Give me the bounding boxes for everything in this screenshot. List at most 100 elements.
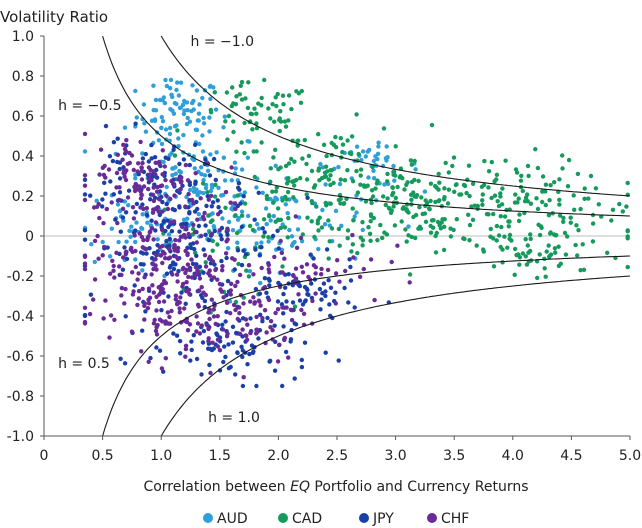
- point-jpy: [113, 217, 118, 222]
- point-chf: [173, 237, 178, 243]
- point-aud: [213, 107, 219, 112]
- point-cad: [355, 190, 361, 195]
- point-chf: [294, 245, 300, 250]
- point-aud: [159, 141, 165, 147]
- point-jpy: [240, 354, 245, 360]
- y-tick-label: -0.2: [7, 269, 34, 285]
- point-cad: [275, 91, 280, 97]
- point-aud: [200, 149, 206, 154]
- point-cad: [516, 218, 522, 224]
- point-cad: [509, 238, 514, 243]
- point-cad: [286, 215, 291, 221]
- point-cad: [175, 128, 180, 133]
- point-cad: [494, 238, 499, 243]
- point-jpy: [239, 262, 245, 268]
- point-aud: [258, 280, 263, 286]
- point-cad: [429, 218, 435, 223]
- point-aud: [242, 190, 247, 195]
- point-jpy: [346, 300, 351, 305]
- point-chf: [368, 257, 374, 262]
- point-cad: [446, 187, 452, 192]
- point-chf: [156, 299, 162, 305]
- point-aud: [199, 165, 204, 170]
- point-jpy: [265, 315, 270, 321]
- point-aud: [295, 227, 301, 232]
- point-aud: [164, 83, 170, 89]
- point-jpy: [211, 156, 217, 162]
- point-aud: [197, 102, 202, 107]
- point-chf: [82, 266, 88, 272]
- point-cad: [557, 213, 563, 218]
- point-cad: [491, 236, 496, 241]
- point-jpy: [152, 155, 158, 160]
- point-cad: [271, 200, 276, 205]
- point-jpy: [299, 364, 305, 370]
- point-cad: [268, 116, 273, 121]
- point-cad: [503, 158, 508, 163]
- point-aud: [382, 182, 387, 187]
- point-cad: [518, 178, 524, 183]
- y-tick-label: 0.4: [12, 149, 34, 165]
- point-chf: [98, 147, 104, 152]
- point-cad: [563, 252, 569, 257]
- point-chf: [135, 277, 140, 282]
- point-jpy: [276, 246, 281, 251]
- point-aud: [156, 138, 162, 143]
- point-jpy: [207, 362, 212, 368]
- point-cad: [617, 201, 622, 207]
- point-chf: [168, 220, 173, 225]
- point-chf: [254, 327, 260, 332]
- point-cad: [309, 219, 314, 224]
- point-chf: [188, 292, 193, 297]
- point-chf: [333, 271, 339, 276]
- point-cad: [452, 189, 457, 194]
- point-chf: [155, 184, 160, 190]
- point-chf: [230, 256, 235, 261]
- point-chf: [130, 292, 136, 297]
- point-cad: [268, 179, 273, 184]
- point-chf: [275, 307, 281, 312]
- point-cad: [261, 217, 267, 222]
- point-jpy: [155, 249, 160, 254]
- point-aud: [177, 168, 182, 174]
- point-chf: [233, 206, 238, 212]
- point-cad: [231, 119, 236, 124]
- point-chf: [171, 245, 177, 251]
- point-cad: [571, 193, 576, 198]
- point-cad: [506, 224, 511, 229]
- point-chf: [82, 197, 88, 203]
- point-chf: [196, 304, 201, 309]
- point-cad: [338, 196, 343, 202]
- point-cad: [350, 206, 355, 211]
- point-cad: [215, 242, 220, 247]
- point-aud: [208, 83, 213, 89]
- point-cad: [438, 226, 443, 231]
- point-jpy: [299, 357, 304, 363]
- point-aud: [406, 224, 411, 229]
- point-aud: [222, 114, 227, 119]
- point-chf: [280, 270, 285, 275]
- point-aud: [155, 237, 160, 242]
- point-cad: [230, 85, 235, 90]
- point-jpy: [100, 204, 105, 209]
- point-chf: [181, 265, 186, 271]
- point-chf: [160, 227, 165, 233]
- point-chf: [204, 322, 209, 327]
- x-tick-label: 1.5: [209, 448, 231, 464]
- point-chf: [337, 279, 342, 284]
- point-jpy: [110, 158, 116, 164]
- point-cad: [280, 264, 285, 269]
- point-cad: [385, 179, 390, 184]
- point-cad: [481, 247, 486, 252]
- point-chf: [277, 342, 282, 348]
- point-aud: [115, 202, 121, 207]
- point-aud: [320, 207, 325, 213]
- x-tick-label: 0: [40, 448, 49, 464]
- point-chf: [182, 306, 187, 311]
- point-cad: [331, 142, 336, 147]
- point-cad: [289, 106, 294, 112]
- point-chf: [146, 165, 152, 170]
- point-jpy: [232, 267, 237, 272]
- point-chf: [256, 298, 262, 303]
- point-aud: [366, 175, 371, 180]
